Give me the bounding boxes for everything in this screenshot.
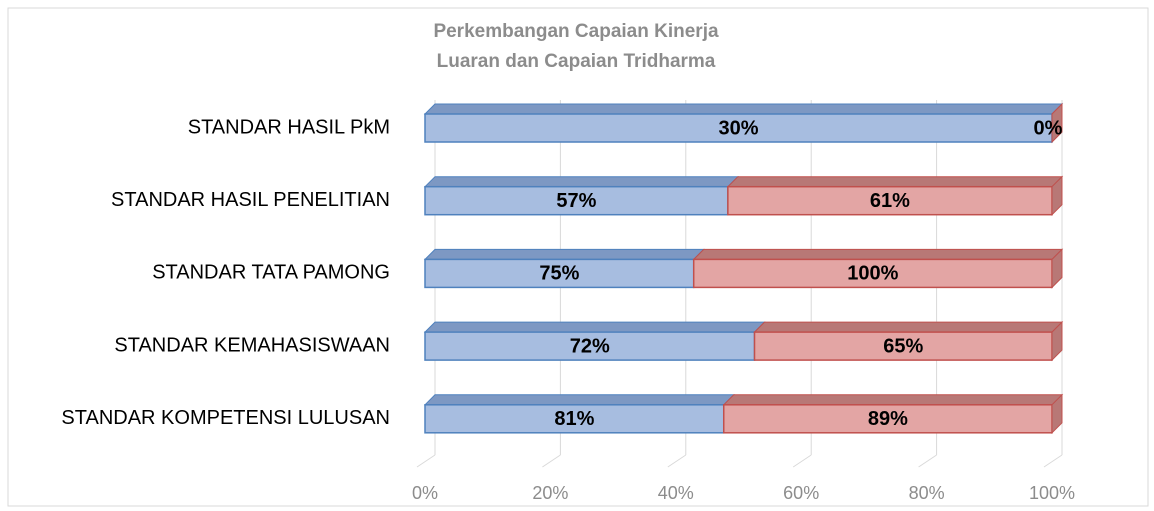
bar-top — [753, 321, 1064, 333]
x-tick-label: 80% — [909, 483, 945, 503]
chart-title: Luaran dan Capaian Tridharma — [437, 51, 716, 72]
y-tick-label: STANDAR HASIL PkM — [188, 116, 390, 138]
bar — [424, 404, 725, 434]
grid-floor — [1043, 454, 1063, 468]
bar — [424, 185, 729, 216]
chart-border — [7, 7, 1149, 507]
value-label: 65% — [883, 335, 923, 357]
bar-side — [1051, 175, 1063, 216]
bar-side — [1051, 248, 1063, 289]
grid-floor — [918, 454, 937, 468]
x-tick-label: 100% — [1029, 483, 1075, 503]
value-label: 75% — [539, 263, 579, 285]
value-label: 100% — [847, 263, 898, 285]
bar-top — [423, 321, 766, 333]
x-tick-label: 60% — [783, 483, 819, 503]
y-tick-label: STANDAR KEMAHASISWAAN — [114, 334, 390, 356]
y-tick-label: STANDAR HASIL PENELITIAN — [111, 189, 390, 211]
bar-side — [1051, 102, 1063, 144]
bar — [722, 404, 1053, 434]
grid-floor — [667, 454, 687, 468]
x-tick-label: 40% — [658, 483, 694, 503]
bar-top — [692, 248, 1064, 260]
value-label: 30% — [718, 117, 758, 139]
bar-side — [1051, 320, 1063, 362]
grid-floor — [416, 454, 436, 468]
bar-top — [423, 248, 705, 260]
value-label: 61% — [870, 190, 910, 212]
value-label: 72% — [570, 335, 610, 357]
value-label: 89% — [868, 408, 908, 430]
grid-floor — [542, 454, 561, 468]
grid-floor — [792, 454, 812, 468]
bar-side — [1051, 393, 1063, 435]
bar-top — [726, 176, 1064, 188]
value-label: 0% — [1034, 117, 1063, 139]
value-label: 81% — [554, 408, 594, 430]
bar-top — [423, 103, 1064, 115]
bar-top — [423, 176, 740, 188]
chart-title: Perkembangan Capaian Kinerja — [433, 21, 719, 42]
bar-top — [722, 394, 1064, 406]
x-tick-label: 0% — [412, 483, 438, 503]
bar — [424, 331, 756, 361]
y-tick-label: STANDAR TATA PAMONG — [152, 262, 390, 284]
bar — [692, 258, 1053, 289]
y-tick-label: STANDAR KOMPETENSI LULUSAN — [61, 407, 390, 429]
value-label: 57% — [556, 190, 596, 212]
x-tick-label: 20% — [532, 483, 568, 503]
bar — [424, 113, 1053, 143]
bar-top — [423, 394, 735, 406]
